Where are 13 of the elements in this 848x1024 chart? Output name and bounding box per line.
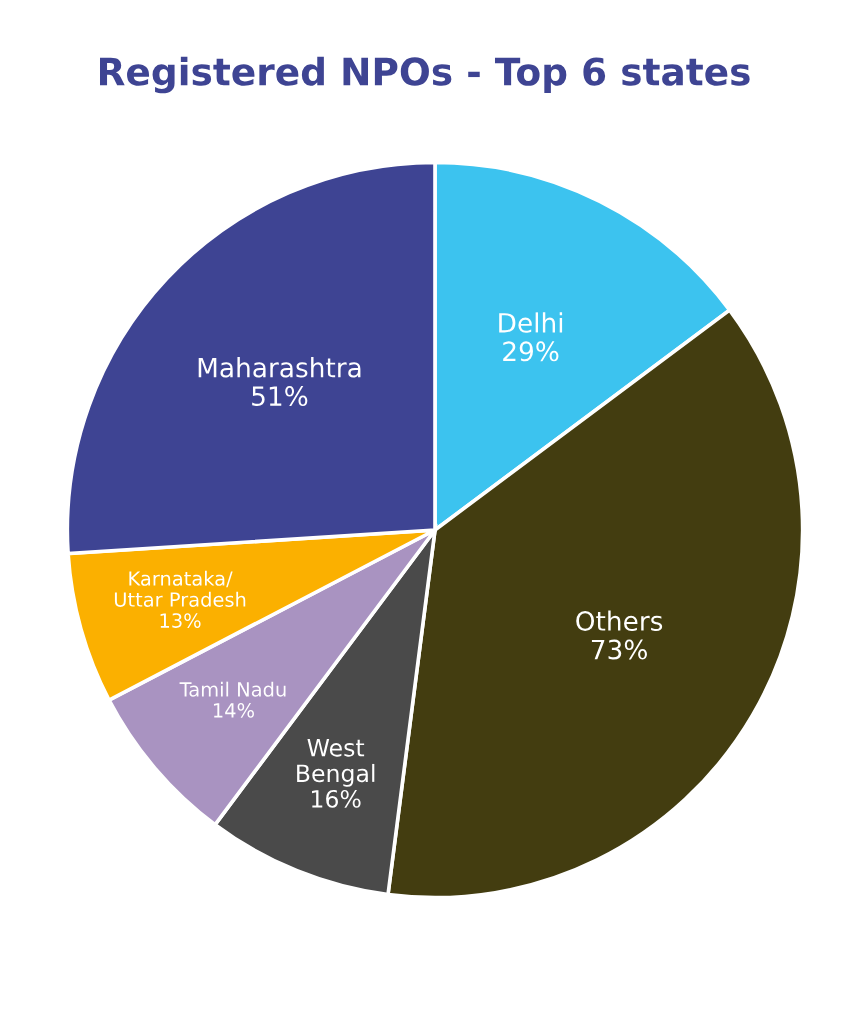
data-label: 13% — [160, 613, 201, 628]
data-label: 51% — [252, 386, 308, 407]
chart-title: Registered NPOs - Top 6 states — [100, 56, 750, 94]
slice-label: Others — [576, 610, 663, 631]
slice-label: Karnataka/ Uttar Pradesh — [114, 570, 246, 607]
data-label: 73% — [591, 639, 647, 660]
data-label: 16% — [312, 789, 361, 808]
slice-label: West Bengal — [297, 739, 375, 787]
slice-label: Maharashtra — [198, 357, 361, 378]
data-label: 29% — [503, 341, 559, 362]
data-label: 14% — [213, 703, 254, 718]
slice-label: Tamil Nadu — [179, 681, 286, 697]
slice-label: Delhi — [499, 312, 563, 333]
